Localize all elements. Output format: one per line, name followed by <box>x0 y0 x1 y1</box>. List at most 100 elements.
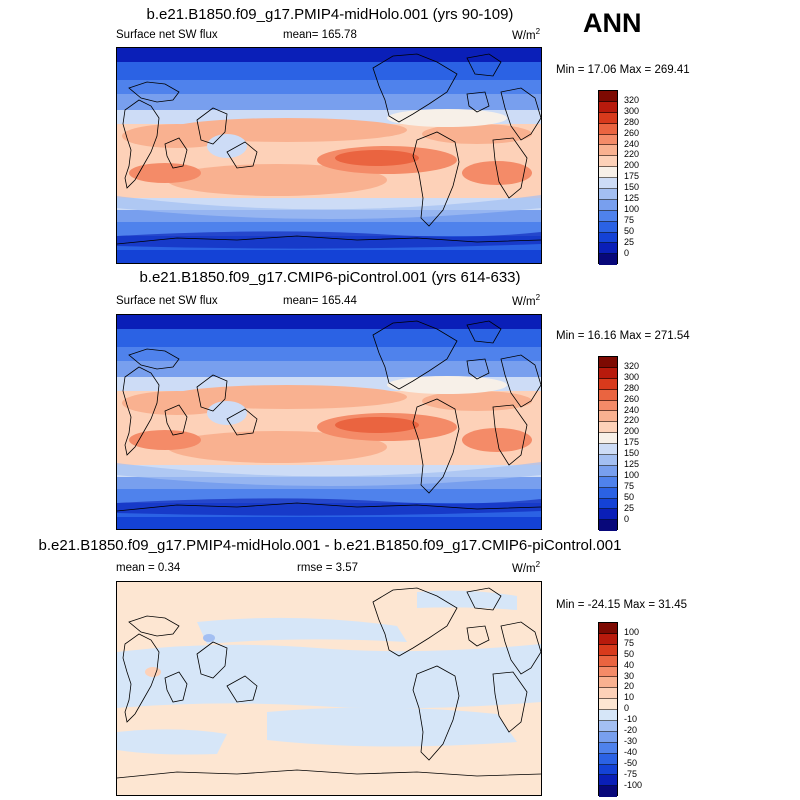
colorbar-tick-label: 40 <box>624 659 635 670</box>
colorbar-tick-label: 100 <box>624 203 640 214</box>
colorbar-cell <box>599 433 617 445</box>
colorbar-cell <box>599 509 617 521</box>
colorbar-tick-label: -50 <box>624 757 638 768</box>
colorbar-cell <box>599 753 617 765</box>
colorbar-cell <box>599 367 617 379</box>
colorbar-cell <box>599 112 617 124</box>
colorbar-cell <box>599 710 617 722</box>
panel-1-title: b.e21.B1850.f09_g17.PMIP4-midHolo.001 (y… <box>146 6 514 23</box>
colorbar-tick-label: 0 <box>624 247 630 258</box>
colorbar-cell <box>599 498 617 510</box>
colorbar-tick-label: 200 <box>624 160 640 171</box>
colorbar-tick-label: -10 <box>624 714 638 725</box>
colorbar-cell <box>599 167 617 179</box>
colorbar-tick-label: -75 <box>624 768 638 779</box>
colorbar-tick-label: 50 <box>624 648 635 659</box>
colorbar-tick-label: 320 <box>624 360 640 371</box>
colorbar-cell <box>599 101 617 113</box>
panel-3-title: b.e21.B1850.f09_g17.PMIP4-midHolo.001 - … <box>38 537 622 554</box>
panel-1-field <box>117 48 541 263</box>
panel-3-colorbar <box>598 622 618 798</box>
panel-2-colorbar <box>598 356 618 532</box>
panel-2-colorbar-boxes <box>598 356 618 532</box>
colorbar-cell <box>599 688 617 700</box>
panel-2-minmax: Min = 16.16 Max = 271.54 <box>556 330 690 342</box>
colorbar-cell <box>599 221 617 233</box>
colorbar-tick-label: 25 <box>624 236 635 247</box>
colorbar-tick-label: -20 <box>624 725 638 735</box>
colorbar-tick-label: 200 <box>624 426 640 437</box>
colorbar-cell <box>599 775 617 787</box>
colorbar-tick-label: 50 <box>624 491 635 502</box>
panel-2-units: W/m2 <box>512 293 541 308</box>
panel-1-units: W/m2 <box>512 27 541 42</box>
colorbar-tick-label: 100 <box>624 469 640 480</box>
panel-3-map <box>116 581 542 796</box>
colorbar-cell <box>599 232 617 244</box>
colorbar-tick-label: 240 <box>624 138 640 149</box>
colorbar-tick-label: 0 <box>624 513 630 524</box>
colorbar-cell <box>599 156 617 168</box>
colorbar-cell <box>599 742 617 754</box>
colorbar-cell <box>599 520 617 532</box>
colorbar-tick-label: 75 <box>624 637 635 648</box>
colorbar-cell <box>599 411 617 423</box>
panel-2-mean-label: mean= 165.44 <box>283 295 357 307</box>
colorbar-tick-label: 320 <box>624 94 640 105</box>
panel-1-map-plot <box>117 48 541 263</box>
colorbar-tick-label: 220 <box>624 149 640 160</box>
panel-3-coastlines <box>117 587 541 779</box>
colorbar-tick-label: 280 <box>624 116 640 127</box>
panel-1-coastlines <box>117 53 541 245</box>
colorbar-cell <box>599 123 617 135</box>
colorbar-cell <box>599 378 617 390</box>
panel-1-variable-label: Surface net SW flux <box>116 29 218 41</box>
colorbar-tick-label: 240 <box>624 404 640 415</box>
season-label: ANN <box>583 8 642 38</box>
colorbar-cell <box>599 400 617 412</box>
colorbar-tick-label: 75 <box>624 480 635 491</box>
colorbar-cell <box>599 677 617 689</box>
colorbar-cell <box>599 422 617 434</box>
panel-3-minmax: Min = -24.15 Max = 31.45 <box>556 599 688 611</box>
colorbar-cell <box>599 476 617 488</box>
panel-1-minmax: Min = 17.06 Max = 269.41 <box>556 64 690 76</box>
colorbar-cell <box>599 91 617 102</box>
colorbar-tick-label: 10 <box>624 692 635 703</box>
colorbar-tick-label: 300 <box>624 371 640 382</box>
colorbar-tick-label: 300 <box>624 105 640 116</box>
colorbar-tick-label: 125 <box>624 193 640 203</box>
colorbar-tick-label: 150 <box>624 182 640 193</box>
colorbar-cell <box>599 189 617 200</box>
colorbar-tick-label: 30 <box>624 670 635 681</box>
colorbar-tick-label: 125 <box>624 459 640 469</box>
colorbar-tick-label: 25 <box>624 502 635 513</box>
colorbar-tick-label: -30 <box>624 735 638 746</box>
colorbar-tick-label: 280 <box>624 382 640 393</box>
colorbar-cell <box>599 623 617 634</box>
panel-2-map <box>116 314 542 530</box>
colorbar-tick-label: -100 <box>624 779 643 790</box>
colorbar-cell <box>599 444 617 456</box>
panel-2-variable-label: Surface net SW flux <box>116 295 218 307</box>
colorbar-tick-label: 175 <box>624 171 640 182</box>
colorbar-tick-label: 260 <box>624 127 640 138</box>
colorbar-cell <box>599 210 617 222</box>
panel-3-units: W/m2 <box>512 560 541 575</box>
colorbar-cell <box>599 666 617 678</box>
colorbar-tick-label: 75 <box>624 214 635 225</box>
panel-1-colorbar <box>598 90 618 266</box>
colorbar-cell <box>599 243 617 255</box>
colorbar-tick-label: 175 <box>624 437 640 448</box>
colorbar-tick-label: 20 <box>624 681 635 692</box>
colorbar-cell <box>599 786 617 798</box>
colorbar-cell <box>599 178 617 190</box>
colorbar-cell <box>599 699 617 711</box>
panel-3-map-plot <box>117 582 541 795</box>
panel-3-field <box>117 582 541 795</box>
colorbar-cell <box>599 145 617 157</box>
panel-3-rmse-label: rmse = 3.57 <box>297 562 359 574</box>
colorbar-cell <box>599 487 617 499</box>
panel-1-colorbar-boxes <box>598 90 618 266</box>
colorbar-tick-label: -40 <box>624 746 638 757</box>
